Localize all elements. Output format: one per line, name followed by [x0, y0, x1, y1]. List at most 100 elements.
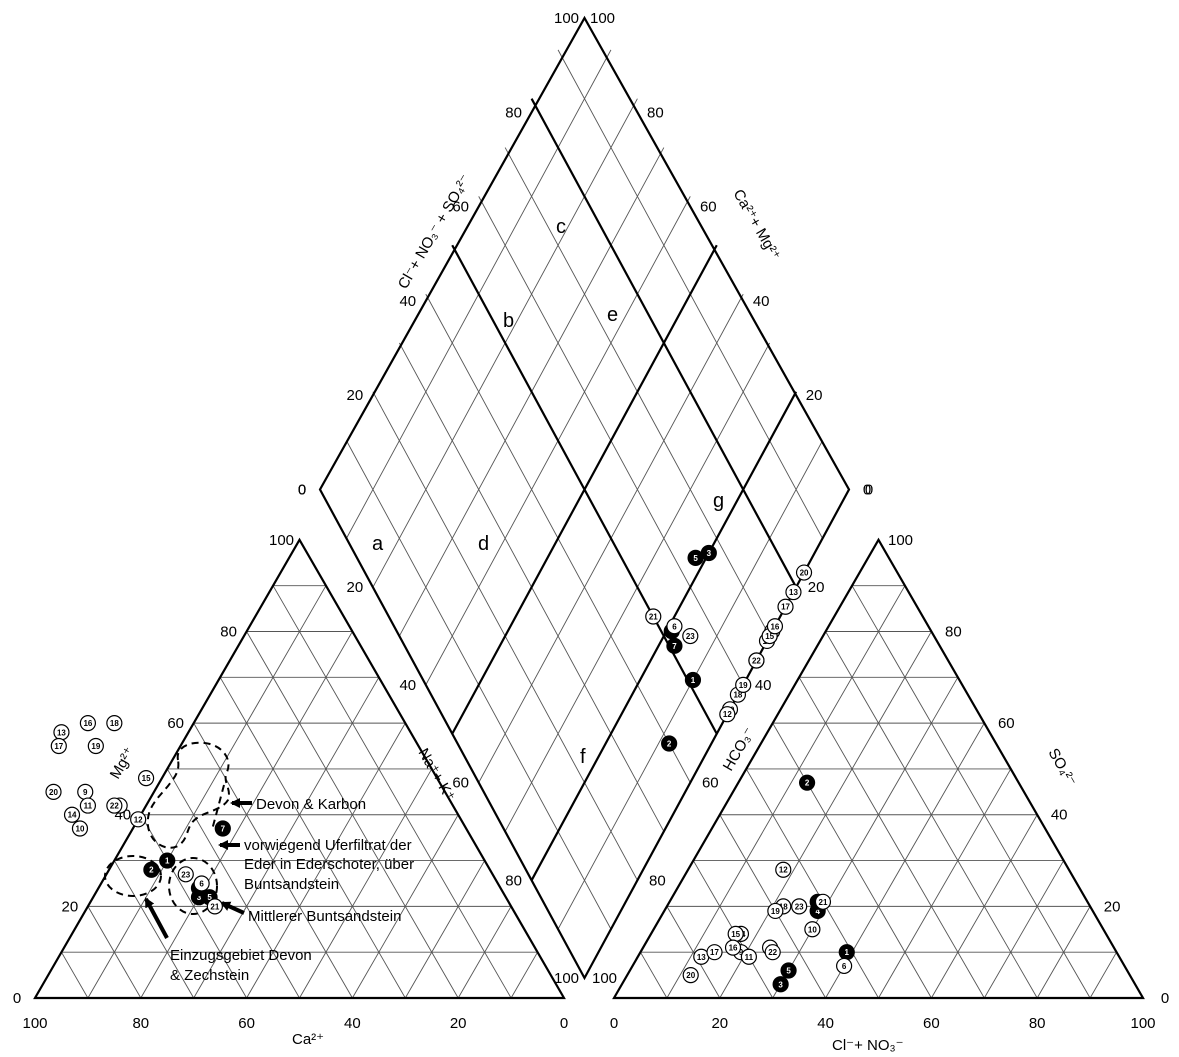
svg-text:9: 9 [739, 948, 744, 957]
sample-marker: 16 [766, 618, 784, 635]
sample-marker: 14 [63, 806, 81, 823]
axis-label-diamond-ca-mg: Ca²⁺+ Mg²⁺ [730, 187, 784, 264]
sample-marker: 7 [214, 820, 231, 837]
annotation-uferfiltrat-line3: Buntsandstein [244, 876, 339, 893]
svg-text:4: 4 [815, 907, 820, 916]
svg-text:7: 7 [221, 824, 226, 833]
diagram-frames [33, 15, 1145, 1000]
tick-label-mg: 20 [62, 898, 79, 915]
svg-text:20: 20 [49, 788, 58, 797]
sample-marker: 6 [193, 875, 210, 892]
svg-text:19: 19 [739, 681, 748, 690]
svg-text:23: 23 [181, 870, 190, 879]
svg-text:13: 13 [57, 728, 66, 737]
sample-marker: 20 [682, 966, 699, 984]
sample-marker: 20 [795, 564, 813, 581]
annotation-mittlerer: Mittlerer Buntsandstein [248, 908, 401, 925]
tick-label-mg: 0 [13, 990, 21, 1007]
tick-label-ca: 80 [132, 1015, 149, 1032]
triangle-grid-line [510, 951, 538, 999]
svg-text:10: 10 [808, 925, 817, 934]
sample-marker: 12 [130, 811, 147, 828]
triangle-grid-line [666, 585, 906, 999]
svg-text:18: 18 [110, 719, 119, 728]
tick-label-mg: 80 [220, 623, 237, 640]
svg-text:1: 1 [845, 948, 850, 957]
sample-marker: 5 [780, 962, 797, 979]
svg-text:1: 1 [691, 676, 696, 685]
outline-devon-karbon [146, 741, 230, 849]
tick-label-cl: 60 [923, 1015, 940, 1032]
tick-label-diamond-upper-right: 20 [806, 387, 823, 404]
triangle-grid-line [404, 860, 486, 999]
sample-marker: 2 [798, 774, 816, 791]
tick-label-diamond-right: 0 [865, 482, 873, 499]
sample-marker: 11 [79, 797, 97, 814]
tick-label-ca: 60 [238, 1015, 255, 1032]
svg-text:2: 2 [149, 866, 154, 875]
triangle-grid-line [666, 906, 721, 999]
svg-text:3: 3 [197, 893, 202, 902]
svg-text:23: 23 [795, 902, 804, 911]
svg-text:20: 20 [686, 971, 695, 980]
tick-label-diamond-upper-left: 40 [399, 293, 416, 310]
sample-marker: 11 [740, 948, 757, 965]
triangle-grid-line [878, 768, 1012, 999]
svg-text:22: 22 [110, 802, 119, 811]
outline-mittlerer [168, 857, 218, 915]
sample-marker: 19 [767, 902, 784, 920]
triangle-grid-line [246, 631, 459, 999]
svg-text:5: 5 [207, 893, 212, 902]
tick-label-diamond-upper-left: 60 [452, 199, 469, 216]
triangle-grid-line [87, 906, 142, 999]
triangle-grid-line [851, 585, 1091, 999]
sample-markers: 1112223334445556667778889991010101111111… [45, 544, 855, 993]
tick-label-diamond-right: 60 [702, 775, 719, 792]
axis-label-diamond-anions: Cl⁻+ NO₃⁻ + SO₄²⁻ [395, 171, 474, 292]
group-outlines [104, 741, 230, 915]
tick-label-cl: 40 [817, 1015, 834, 1032]
annotation-arrows [144, 798, 252, 939]
svg-text:16: 16 [729, 944, 738, 953]
sample-marker: 17 [777, 598, 794, 615]
tick-label-diamond-upper-left: 100 [554, 10, 579, 27]
svg-text:18: 18 [733, 691, 742, 700]
zone-a: a [372, 533, 384, 555]
tick-label-diamond-right: 100 [592, 970, 617, 987]
sample-marker: 19 [735, 676, 752, 694]
svg-text:15: 15 [765, 632, 774, 641]
svg-text:6: 6 [672, 622, 677, 631]
sample-marker: 1 [838, 944, 855, 961]
sample-marker: 18 [106, 715, 123, 732]
triangle-grid-line [299, 768, 433, 999]
triangle-grid-line [61, 951, 89, 999]
tick-label-diamond-right: 80 [649, 872, 666, 889]
tick-label-ca: 20 [450, 1015, 467, 1032]
axis-label-cl-no3: Cl⁻+ NO₃⁻ [832, 1037, 904, 1054]
tick-label-ca: 100 [22, 1015, 47, 1032]
tick-label-cl: 0 [610, 1015, 618, 1032]
sample-marker: 3 [772, 976, 789, 993]
tick-label-diamond-left: 100 [554, 970, 579, 987]
tick-label-cl: 20 [711, 1015, 728, 1032]
zone-b: b [503, 310, 514, 332]
sample-marker: 10 [71, 820, 89, 837]
tick-label-diamond-upper-right: 40 [753, 293, 770, 310]
axis-label-diamond-hco3: HCO₃⁻ [720, 724, 758, 774]
diamond-zone-boundary [530, 98, 798, 588]
sample-marker: 22 [764, 944, 781, 961]
tick-label-diamond-left: 40 [399, 677, 416, 694]
sample-marker: 9 [77, 783, 94, 800]
svg-text:17: 17 [54, 742, 63, 751]
sample-marker: 6 [836, 957, 853, 975]
tick-label-diamond-upper-right: 100 [590, 10, 615, 27]
svg-text:5: 5 [693, 554, 698, 563]
tick-label-diamond-upper-right: 0 [863, 482, 871, 499]
svg-text:12: 12 [779, 866, 788, 875]
triangle-grid-line [140, 814, 247, 999]
annotation-devon-karbon: Devon & Karbon [256, 796, 366, 813]
zone-d: d [478, 533, 489, 555]
svg-text:7: 7 [672, 642, 677, 651]
